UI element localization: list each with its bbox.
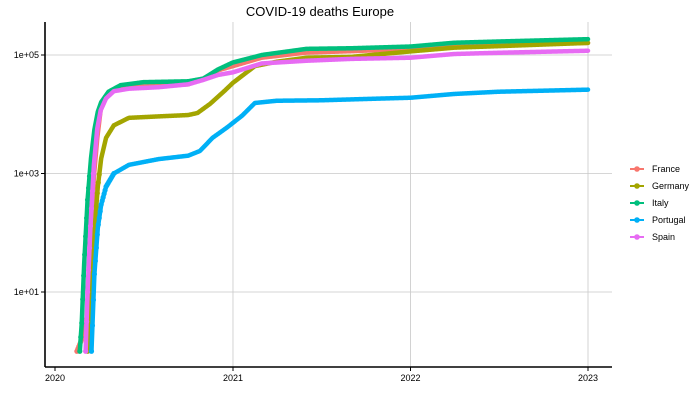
x-tick-label-2020: 2020 (45, 373, 65, 383)
data-point-italy (84, 197, 91, 203)
series-line-germany (85, 40, 591, 354)
data-point-italy (82, 252, 88, 258)
data-point-portugal (95, 222, 101, 228)
data-point-italy (79, 320, 85, 326)
x-tick-label-2023: 2023 (578, 373, 598, 383)
data-point-spain (84, 319, 90, 325)
series-layer (74, 36, 591, 354)
legend-key-dot-spain (634, 234, 640, 240)
series-spain (83, 48, 591, 354)
grid-lines (45, 22, 612, 367)
legend-key-dot-germany (634, 183, 640, 189)
data-point-italy (86, 173, 93, 179)
series-line-portugal (89, 87, 591, 354)
data-point-spain (85, 267, 92, 273)
y-tick-label-1e+03: 1e+03 (14, 169, 39, 179)
data-point-germany (96, 171, 102, 178)
data-point-portugal (91, 271, 97, 277)
data-point-portugal (93, 245, 99, 251)
data-point-germany (94, 190, 100, 196)
data-point-italy (80, 296, 86, 302)
data-point-spain (88, 205, 95, 212)
axes: 2020 2021 2022 2023 1e+01 1e+03 1e+05 (14, 22, 612, 383)
data-point-portugal (97, 208, 103, 214)
x-tick-label-2022: 2022 (400, 373, 420, 383)
data-point-italy (83, 233, 89, 239)
data-point-portugal (96, 215, 102, 221)
chart-title: COVID-19 deaths Europe (246, 4, 394, 19)
data-point-spain (90, 170, 97, 177)
y-tick-label-1e+05: 1e+05 (14, 50, 39, 60)
x-tick-label-2021: 2021 (223, 373, 243, 383)
legend-item-germany: Germany (630, 181, 690, 191)
y-tick-label-1e+01: 1e+01 (14, 287, 39, 297)
data-point-germany (93, 203, 99, 209)
data-point-portugal (88, 348, 95, 354)
series-line-spain (83, 48, 591, 354)
series-portugal (88, 87, 591, 354)
data-point-portugal (94, 232, 100, 238)
legend-key-dot-portugal (634, 217, 640, 223)
data-point-italy (85, 185, 92, 191)
legend-item-spain: Spain (630, 232, 675, 242)
legend-label-italy: Italy (652, 198, 669, 208)
data-point-italy (81, 272, 87, 279)
legend: France Germany Italy Portugal Spain (630, 164, 690, 242)
data-point-italy (78, 334, 84, 340)
data-point-spain (83, 348, 89, 354)
series-line-italy (77, 36, 591, 354)
legend-label-france: France (652, 164, 680, 174)
series-italy (77, 36, 591, 354)
data-point-spain (84, 289, 91, 295)
data-point-portugal (89, 322, 96, 329)
data-point-germany (95, 180, 101, 186)
legend-item-france: France (630, 164, 680, 174)
legend-label-germany: Germany (652, 181, 690, 191)
data-point-spain (86, 245, 93, 251)
data-point-portugal (111, 170, 117, 177)
data-point-portugal (92, 258, 98, 264)
legend-label-spain: Spain (652, 232, 675, 242)
legend-key-dot-france (634, 166, 640, 172)
legend-key-dot-italy (634, 200, 640, 206)
data-point-italy (77, 348, 83, 354)
data-point-portugal (90, 297, 97, 303)
data-point-spain (87, 223, 94, 229)
legend-item-portugal: Portugal (630, 215, 686, 225)
legend-label-portugal: Portugal (652, 215, 686, 225)
data-point-spain (89, 188, 96, 194)
data-point-italy (84, 215, 90, 221)
legend-item-italy: Italy (630, 198, 669, 208)
